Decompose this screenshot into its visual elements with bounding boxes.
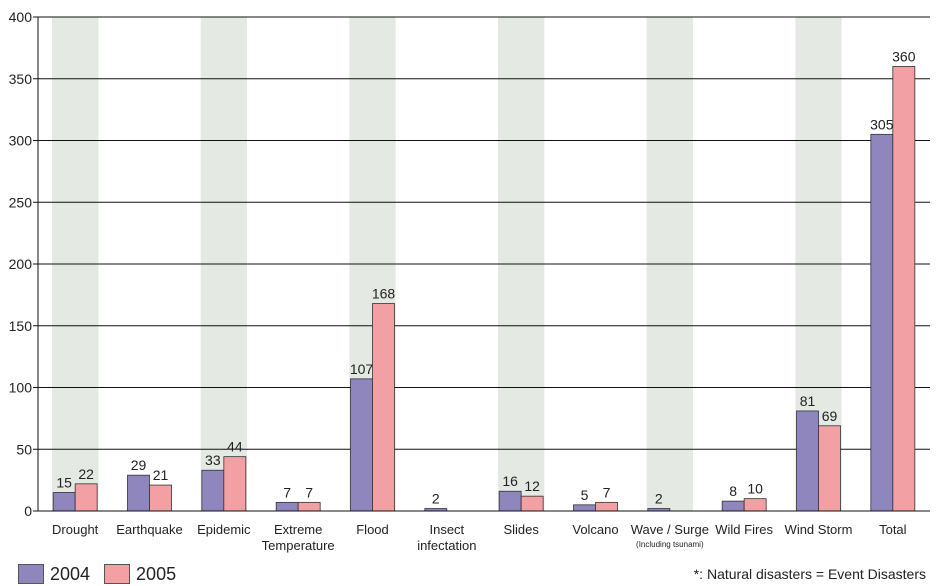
legend-swatch-2005 (104, 564, 131, 584)
data-label: 15 (56, 474, 72, 490)
bar-2005 (595, 501, 618, 512)
bar-2004 (721, 500, 745, 512)
data-label: 44 (227, 439, 243, 455)
data-label: 305 (870, 116, 894, 132)
y-tick-label: 300 (9, 133, 33, 149)
data-label: 2 (432, 491, 440, 507)
footnote: *: Natural disasters = Event Disasters (693, 566, 926, 582)
x-tick-label: Earthquake (116, 522, 183, 537)
bar-2005 (372, 303, 395, 512)
legend-item-2004: 2004 (18, 564, 90, 585)
bar-chart: 0501001502002503003504001522Drought2921E… (9, 9, 930, 553)
bar-2004 (573, 504, 596, 512)
legend-swatch-2004 (18, 564, 44, 584)
x-tick-label: Extreme (274, 522, 322, 537)
y-tick-label: 150 (9, 318, 33, 334)
legend: 2004 2005 (18, 563, 190, 585)
x-tick-label: Insect (429, 522, 464, 537)
x-tick-sublabel: (Including tsunami) (636, 540, 704, 549)
y-tick-label: 100 (9, 380, 33, 396)
data-label: 21 (153, 467, 169, 483)
data-label: 360 (892, 48, 916, 64)
data-label: 33 (205, 452, 221, 468)
x-tick-label: Wind Storm (785, 522, 853, 537)
bar-2005 (743, 498, 767, 512)
data-label: 7 (305, 484, 313, 500)
data-label: 7 (283, 484, 291, 500)
x-tick-label: Drought (52, 522, 99, 537)
y-tick-label: 0 (24, 503, 32, 519)
x-tick-label: Temperature (262, 538, 335, 553)
data-label: 5 (581, 487, 589, 503)
data-label: 81 (800, 393, 816, 409)
data-label: 168 (372, 286, 396, 302)
x-tick-label: Wave / Surge (631, 522, 709, 537)
data-label: 69 (822, 408, 838, 424)
x-tick-label: Flood (356, 522, 389, 537)
y-tick-label: 350 (9, 71, 33, 87)
legend-label-2004: 2004 (50, 563, 91, 584)
legend-item-2005: 2005 (104, 564, 176, 585)
data-label: 8 (729, 483, 737, 499)
x-tick-label: Epidemic (197, 522, 251, 537)
data-label: 29 (131, 457, 147, 473)
x-tick-label: infectation (417, 538, 476, 553)
data-label: 2 (655, 491, 663, 507)
bar-2004 (350, 378, 373, 512)
data-label: 107 (350, 361, 374, 377)
data-label: 7 (603, 484, 611, 500)
y-tick-label: 250 (9, 194, 33, 210)
bar-2004 (498, 490, 522, 512)
y-tick-label: 50 (16, 441, 32, 457)
x-tick-label: Wild Fires (715, 522, 773, 537)
bar-2005 (892, 66, 916, 512)
bar-2005 (818, 425, 841, 512)
x-tick-label: Volcano (572, 522, 618, 537)
bar-2004 (201, 469, 225, 512)
bar-2005 (297, 501, 321, 512)
data-label: 10 (747, 481, 763, 497)
legend-label-2005: 2005 (136, 563, 177, 584)
bar-2005 (149, 484, 172, 512)
bar-2004 (870, 133, 894, 512)
bar-2005 (223, 456, 247, 512)
data-label: 16 (502, 473, 518, 489)
bar-2004 (275, 501, 299, 512)
bar-2005 (74, 483, 98, 512)
x-tick-label: Total (879, 522, 907, 537)
bar-2005 (520, 495, 544, 512)
x-tick-label: Slides (503, 522, 539, 537)
data-label: 12 (524, 478, 540, 494)
y-tick-label: 200 (9, 256, 33, 272)
y-tick-label: 400 (9, 9, 33, 25)
bar-2004 (127, 474, 150, 512)
bar-2004 (52, 492, 76, 512)
bar-2004 (796, 410, 819, 512)
data-label: 22 (78, 466, 94, 482)
